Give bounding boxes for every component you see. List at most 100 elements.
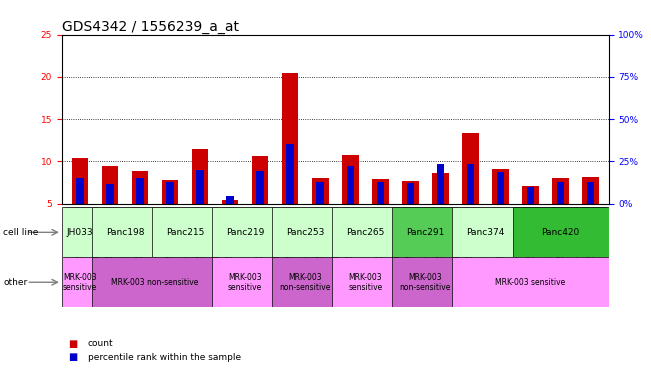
Bar: [516, 207, 546, 261]
Bar: [365, 207, 395, 261]
Bar: [305, 207, 335, 261]
Bar: [185, 207, 215, 261]
Text: GSM924990: GSM924990: [286, 209, 295, 264]
Bar: [72, 158, 88, 204]
Bar: [62, 257, 98, 307]
Bar: [245, 207, 275, 261]
Text: MRK-003
sensitive: MRK-003 sensitive: [348, 273, 382, 292]
Text: percentile rank within the sample: percentile rank within the sample: [88, 353, 241, 362]
Bar: [76, 178, 83, 204]
Bar: [395, 207, 425, 261]
Text: Panc374: Panc374: [466, 228, 505, 237]
Bar: [402, 181, 419, 204]
Text: GSM924983: GSM924983: [466, 209, 475, 264]
Bar: [62, 207, 98, 257]
Bar: [372, 179, 389, 204]
Bar: [342, 154, 359, 204]
Bar: [316, 182, 324, 204]
Text: Panc198: Panc198: [105, 228, 144, 237]
Bar: [335, 207, 365, 261]
Bar: [452, 207, 519, 257]
Bar: [452, 257, 609, 307]
Bar: [393, 207, 458, 257]
Bar: [583, 177, 599, 204]
Bar: [552, 178, 569, 204]
Bar: [393, 257, 458, 307]
Text: MRK-003
non-sensitive: MRK-003 non-sensitive: [400, 273, 451, 292]
Bar: [456, 207, 486, 261]
Text: GSM924991: GSM924991: [226, 209, 234, 264]
Text: Panc215: Panc215: [166, 228, 204, 237]
Bar: [161, 180, 178, 204]
Bar: [166, 182, 174, 204]
Bar: [527, 187, 534, 204]
Text: cell line: cell line: [3, 228, 38, 237]
Bar: [425, 207, 456, 261]
Text: GSM924986: GSM924986: [76, 209, 85, 264]
Bar: [312, 178, 329, 204]
Bar: [132, 171, 148, 204]
Text: GSM924980: GSM924980: [436, 209, 445, 264]
Text: Panc265: Panc265: [346, 228, 385, 237]
Bar: [92, 207, 158, 257]
Bar: [275, 207, 305, 261]
Bar: [486, 207, 516, 261]
Bar: [197, 170, 204, 204]
Text: MRK-003 sensitive: MRK-003 sensitive: [495, 278, 566, 287]
Text: ■: ■: [68, 352, 77, 362]
Text: MRK-003 non-sensitive: MRK-003 non-sensitive: [111, 278, 199, 287]
Bar: [437, 164, 444, 204]
Text: MRK-003
sensitive: MRK-003 sensitive: [228, 273, 262, 292]
Bar: [286, 144, 294, 204]
Bar: [95, 207, 125, 261]
Text: MRK-003
non-sensitive: MRK-003 non-sensitive: [279, 273, 331, 292]
Bar: [65, 207, 95, 261]
Bar: [102, 166, 118, 204]
Text: JH033: JH033: [66, 228, 93, 237]
Bar: [282, 73, 298, 204]
Bar: [332, 257, 398, 307]
Bar: [252, 156, 268, 204]
Text: GSM924987: GSM924987: [135, 209, 145, 264]
Bar: [557, 182, 564, 204]
Bar: [346, 166, 354, 204]
Bar: [212, 257, 278, 307]
Text: GSM924993: GSM924993: [586, 209, 595, 264]
Text: GSM924994: GSM924994: [406, 209, 415, 263]
Bar: [256, 171, 264, 204]
Text: GSM924988: GSM924988: [556, 209, 565, 264]
Bar: [587, 182, 594, 204]
Text: Panc420: Panc420: [542, 228, 580, 237]
Text: GSM924978: GSM924978: [376, 209, 385, 264]
Text: count: count: [88, 339, 113, 348]
Text: GSM924995: GSM924995: [165, 209, 174, 264]
Bar: [272, 257, 339, 307]
Bar: [227, 196, 234, 204]
Bar: [222, 200, 238, 204]
Bar: [575, 207, 605, 261]
Bar: [407, 183, 414, 204]
Bar: [332, 207, 398, 257]
Bar: [492, 169, 509, 204]
Bar: [106, 184, 114, 204]
Text: GSM924982: GSM924982: [346, 209, 355, 263]
Text: Panc219: Panc219: [226, 228, 264, 237]
Bar: [497, 172, 505, 204]
Bar: [432, 173, 449, 204]
Text: other: other: [3, 278, 27, 287]
Text: GSM924979: GSM924979: [316, 209, 325, 264]
Bar: [462, 132, 478, 204]
Text: Panc253: Panc253: [286, 228, 324, 237]
Bar: [512, 207, 609, 257]
Bar: [212, 207, 278, 257]
Bar: [376, 182, 384, 204]
Text: GSM924992: GSM924992: [105, 209, 115, 263]
Text: GSM924984: GSM924984: [526, 209, 535, 263]
Bar: [155, 207, 185, 261]
Bar: [92, 257, 218, 307]
Text: MRK-003
sensitive: MRK-003 sensitive: [62, 273, 97, 292]
Bar: [467, 164, 474, 204]
Text: GSM924985: GSM924985: [195, 209, 204, 264]
Text: GSM924989: GSM924989: [256, 209, 265, 264]
Text: GDS4342 / 1556239_a_at: GDS4342 / 1556239_a_at: [62, 20, 239, 33]
